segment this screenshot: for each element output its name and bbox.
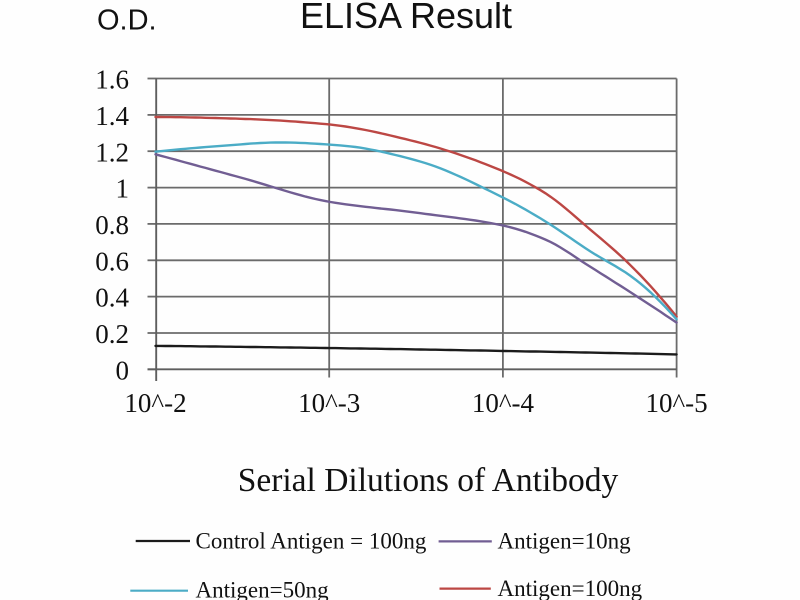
svg-text:Control Antigen = 100ng: Control Antigen = 100ng [196, 529, 427, 554]
svg-text:Antigen=10ng: Antigen=10ng [498, 529, 632, 554]
svg-text:1.6: 1.6 [95, 65, 129, 95]
svg-text:Antigen=100ng: Antigen=100ng [498, 576, 643, 600]
svg-text:1.4: 1.4 [95, 101, 129, 131]
svg-text:10^-2: 10^-2 [124, 388, 186, 418]
svg-text:ELISA Result: ELISA Result [300, 0, 512, 36]
svg-text:Serial Dilutions of Antibody: Serial Dilutions of Antibody [238, 462, 619, 499]
svg-text:0.2: 0.2 [95, 319, 129, 349]
svg-text:0.8: 0.8 [95, 210, 129, 240]
svg-text:0.6: 0.6 [95, 246, 129, 276]
svg-text:O.D.: O.D. [97, 5, 157, 37]
svg-text:10^-3: 10^-3 [298, 388, 360, 418]
svg-text:1.2: 1.2 [95, 137, 129, 167]
svg-text:Antigen=50ng: Antigen=50ng [196, 578, 330, 600]
svg-text:0: 0 [116, 355, 130, 385]
svg-text:10^-4: 10^-4 [472, 388, 535, 418]
svg-text:10^-5: 10^-5 [646, 388, 708, 418]
svg-text:0.4: 0.4 [95, 283, 129, 313]
svg-text:1: 1 [116, 174, 130, 204]
